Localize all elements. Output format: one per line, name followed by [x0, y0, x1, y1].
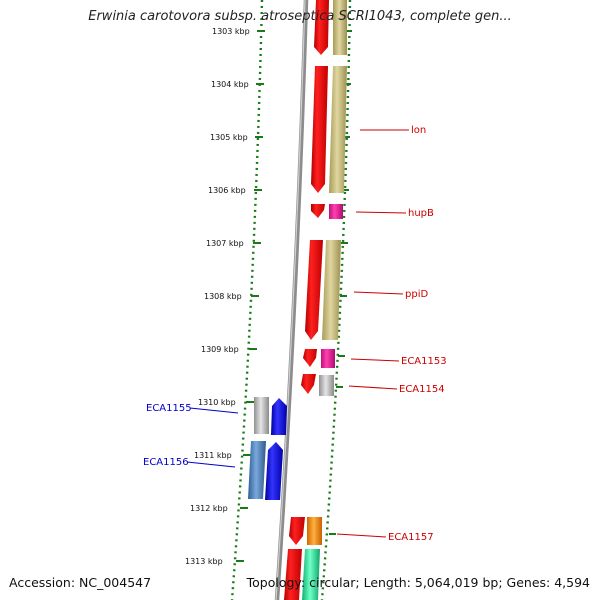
gene-label[interactable]: ECA1153 — [401, 356, 447, 367]
forward-cds-track — [284, 0, 329, 600]
cog-block-grey[interactable] — [319, 375, 334, 396]
leader-line — [189, 407, 239, 414]
genome-backbone — [274, 0, 309, 600]
cds-arrow-forward[interactable] — [289, 517, 305, 545]
cds-arrow-forward[interactable] — [305, 240, 323, 340]
gene-label[interactable]: ECA1156 — [143, 457, 189, 468]
leader-line — [336, 533, 387, 538]
gene-label[interactable]: ECA1157 — [388, 532, 434, 543]
cog-block-magenta[interactable] — [329, 204, 343, 219]
cds-arrow-forward[interactable] — [314, 0, 329, 55]
tick-label: 1303 kbp — [212, 27, 250, 36]
tick-label: 1305 kbp — [210, 133, 248, 142]
cds-arrow-reverse[interactable] — [271, 398, 287, 435]
cds-arrow-forward[interactable] — [284, 549, 302, 600]
cds-arrow-forward[interactable] — [303, 349, 317, 367]
leader-line — [348, 385, 398, 390]
accession-label: Accession: NC_004547 — [9, 575, 152, 590]
gene-labels: lon hupB ppiD ECA1153 ECA1154 ECA1155 EC… — [143, 125, 447, 543]
leader-line — [350, 358, 400, 362]
leader-line — [186, 461, 236, 468]
tick-label: 1309 kbp — [201, 345, 239, 354]
tick-label: 1304 kbp — [211, 80, 249, 89]
tick-label: 1311 kbp — [194, 451, 232, 460]
tick-label: 1308 kbp — [204, 292, 242, 301]
leader-line — [353, 291, 404, 295]
gene-label[interactable]: ECA1154 — [399, 384, 445, 395]
reverse-cds-track — [248, 397, 287, 500]
cds-arrow-reverse[interactable] — [265, 442, 283, 500]
gene-label[interactable]: lon — [411, 125, 426, 136]
cds-arrow-forward[interactable] — [311, 204, 325, 218]
cog-block-khaki[interactable] — [322, 240, 341, 340]
genome-backbone-highlight — [275, 0, 306, 600]
cog-track-forward — [302, 0, 347, 600]
tick-label: 1310 kbp — [198, 398, 236, 407]
gene-label[interactable]: ECA1155 — [146, 403, 192, 414]
cog-block-magenta[interactable] — [321, 349, 335, 368]
right-ring-ticks — [329, 30, 352, 535]
gene-label[interactable]: hupB — [408, 208, 434, 219]
cog-block-khaki[interactable] — [333, 0, 347, 55]
cog-block-steelblue[interactable] — [248, 441, 266, 499]
gene-label[interactable]: ppiD — [405, 289, 428, 300]
cog-block-green[interactable] — [302, 549, 320, 600]
map-title: Erwinia carotovora subsp. atroseptica SC… — [88, 9, 512, 24]
tick-label: 1312 kbp — [190, 504, 228, 513]
ticks — [236, 30, 265, 562]
tick-label: 1306 kbp — [208, 186, 246, 195]
cog-block-grey[interactable] — [254, 397, 269, 434]
tick-label: 1313 kbp — [185, 557, 223, 566]
cog-block-orange[interactable] — [307, 517, 322, 545]
leader-line — [355, 211, 407, 214]
cog-block-khaki[interactable] — [329, 66, 347, 193]
tick-label: 1307 kbp — [206, 239, 244, 248]
genome-summary: Topology: circular; Length: 5,064,019 bp… — [246, 575, 590, 590]
cds-arrow-forward[interactable] — [311, 66, 328, 193]
cds-arrow-forward[interactable] — [301, 374, 316, 394]
